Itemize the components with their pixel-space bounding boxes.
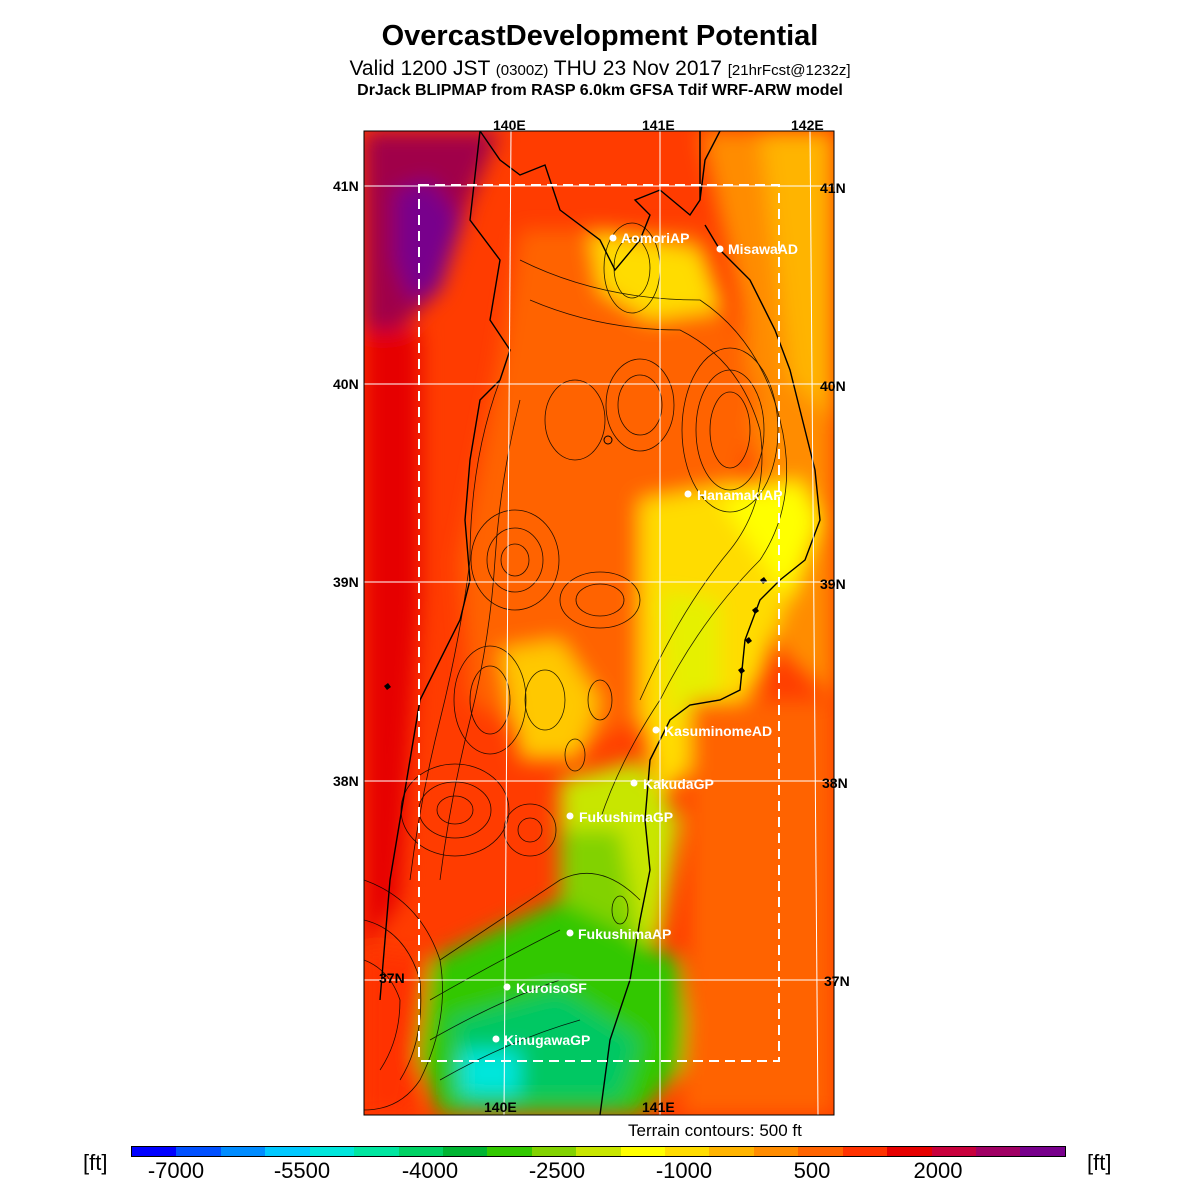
- station-label-kasuminome-ad: KasuminomeAD: [664, 723, 772, 739]
- station-label-fukushima-ap: FukushimaAP: [578, 926, 671, 942]
- colorbar-unit-right: [ft]: [1087, 1150, 1112, 1175]
- station-label-fukushima-gp: FukushimaGP: [579, 809, 673, 825]
- station-label-aomori-ap: AomoriAP: [621, 230, 689, 246]
- forecast-info: [21hrFcst@1232z]: [727, 62, 851, 79]
- map-title: OvercastDevelopment Potential: [381, 20, 819, 52]
- lon-bottom-141e: 141E: [642, 1099, 675, 1115]
- station-dot: [609, 234, 617, 242]
- colorbar-swatch: [442, 1147, 488, 1156]
- lat-left-40n: 40N: [333, 376, 359, 392]
- station-dot: [630, 779, 638, 787]
- colorbar-tick-label: -2500: [528, 1158, 586, 1183]
- lon-top-141e: 141E: [642, 117, 675, 133]
- colorbar: [131, 1146, 1066, 1157]
- colorbar-unit-left: [ft]: [83, 1150, 108, 1175]
- colorbar-swatch: [309, 1147, 355, 1156]
- model-line: DrJack BLIPMAP from RASP 6.0km GFSA Tdif…: [357, 82, 843, 99]
- station-label-kakuda-gp: KakudaGP: [643, 776, 714, 792]
- lat-right-39n: 39N: [820, 576, 846, 592]
- colorbar-tick-label: 2000: [913, 1158, 963, 1183]
- station-label-misawa-ad: MisawaAD: [728, 241, 798, 257]
- colorbar-swatch: [398, 1147, 443, 1156]
- valid-zulu: (0300Z): [495, 62, 549, 79]
- station-label-kinugawa-gp: KinugawaGP: [504, 1032, 590, 1048]
- lat-left-38n: 38N: [333, 773, 359, 789]
- map-frame: [363, 130, 835, 1116]
- station-dot: [566, 812, 574, 820]
- colorbar-swatch: [265, 1147, 310, 1156]
- colorbar-swatch: [531, 1147, 577, 1156]
- lon-top-142e: 142E: [791, 117, 824, 133]
- station-markers: AomoriAP MisawaAD HanamakiAP KasuminomeA…: [492, 230, 798, 1048]
- station-dot: [716, 245, 724, 253]
- station-dot: [492, 1035, 500, 1043]
- colorbar-swatch: [842, 1147, 888, 1156]
- graticule: [364, 130, 834, 1116]
- valid-date: THU 23 Nov 2017: [553, 57, 722, 80]
- colorbar-swatch: [709, 1147, 754, 1156]
- colorbar-tick-label: -4000: [401, 1158, 459, 1183]
- lat-right-37n: 37N: [824, 973, 850, 989]
- colorbar-swatch: [176, 1147, 221, 1156]
- colorbar-swatch: [354, 1147, 399, 1156]
- lat-right-38n: 38N: [822, 775, 848, 791]
- colorbar-swatch: [576, 1147, 621, 1156]
- map-field: [364, 131, 834, 1115]
- lat-left-39n: 39N: [333, 574, 359, 590]
- colorbar-swatch: [798, 1147, 843, 1156]
- colorbar-tick-label: -7000: [147, 1158, 205, 1183]
- valid-prefix: Valid 1200 JST: [349, 57, 490, 80]
- colorbar-swatch: [887, 1147, 932, 1156]
- colorbar-swatch: [487, 1147, 532, 1156]
- terrain-contour-note: Terrain contours: 500 ft: [628, 1121, 802, 1140]
- station-dot: [503, 983, 511, 991]
- colorbar-swatch: [753, 1147, 799, 1156]
- station-label-kuroiso-sf: KuroisoSF: [516, 980, 587, 996]
- colorbar-tick-label: 500: [793, 1158, 831, 1183]
- colorbar-swatch: [620, 1147, 666, 1156]
- lat-left-37n: 37N: [379, 970, 405, 986]
- colorbar-tick-label: -5500: [273, 1158, 331, 1183]
- colorbar-swatch: [220, 1147, 266, 1156]
- station-dot: [684, 490, 692, 498]
- lon-top-140e: 140E: [493, 117, 526, 133]
- station-dot: [652, 726, 660, 734]
- lat-right-41n: 41N: [820, 180, 846, 196]
- lat-right-40n: 40N: [820, 378, 846, 394]
- station-label-hanamaki-ap: HanamakiAP: [697, 487, 783, 503]
- lat-left-41n: 41N: [333, 178, 359, 194]
- valid-time-line: Valid 1200 JST (0300Z) THU 23 Nov 2017 […: [0, 57, 1200, 81]
- colorbar-tick-label: -1000: [655, 1158, 713, 1183]
- station-dot: [566, 929, 574, 937]
- colorbar-swatch: [665, 1147, 710, 1156]
- lon-bottom-140e: 140E: [484, 1099, 517, 1115]
- colorbar-swatch: [931, 1147, 977, 1156]
- colorbar-swatch: [1020, 1147, 1065, 1156]
- colorbar-swatch: [976, 1147, 1021, 1156]
- colorbar-swatch: [132, 1147, 177, 1156]
- inner-domain-box: [418, 184, 780, 1062]
